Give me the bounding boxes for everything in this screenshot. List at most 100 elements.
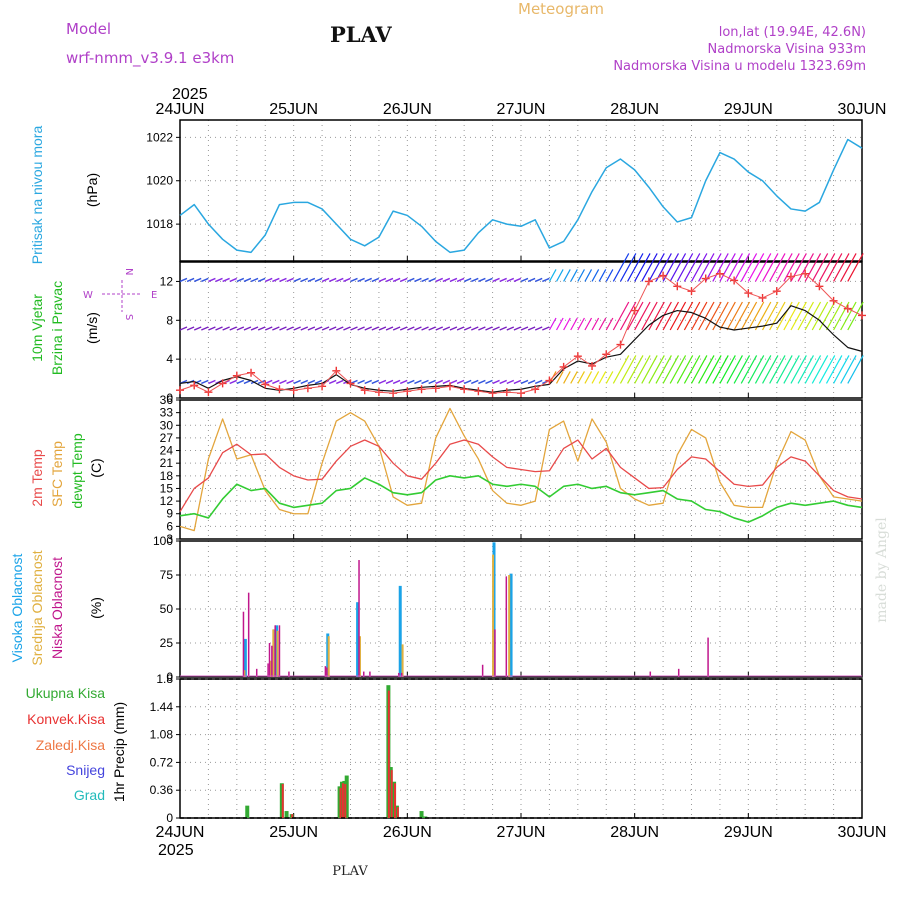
wind-barb (833, 355, 850, 384)
wind-barb (740, 253, 758, 282)
cloud-bar (481, 664, 484, 677)
wind-barb (492, 379, 500, 385)
wind-barb (534, 326, 543, 331)
wind-barb (847, 253, 864, 282)
wind-barb (293, 277, 301, 283)
wind-barb (357, 277, 365, 283)
wind-barb (655, 301, 672, 331)
y-tick-label: 9 (166, 507, 173, 521)
station-title: PLAV (330, 22, 392, 47)
wind-barb (641, 253, 658, 282)
top-date-label: 24JUN (156, 101, 205, 118)
wind-barb (627, 253, 644, 282)
pressure-title: Pritisak na nivou mora (29, 126, 45, 265)
wind-barb (336, 326, 344, 331)
wind-barb (371, 379, 380, 385)
wind-barb (272, 379, 280, 385)
wind-barb (428, 326, 436, 331)
wind-barb (399, 277, 408, 283)
wind-barb (250, 277, 259, 283)
wind-barb (634, 253, 651, 282)
precip-bar (394, 783, 397, 818)
mid-cloud-title: Srednja Oblacnost (29, 550, 45, 665)
precip-title: 1hr Precip (mm) (111, 702, 127, 802)
compass-west: W (83, 290, 93, 301)
wind-barb (257, 326, 266, 331)
wind-barb (257, 277, 266, 283)
precip-bar (339, 787, 342, 818)
cloud-bar (324, 666, 327, 677)
wind-barb (804, 355, 822, 384)
pressure-unit: (hPa) (84, 173, 100, 207)
wind-barb (577, 371, 585, 384)
wind-barb (186, 326, 195, 331)
wind-barb (733, 301, 751, 331)
temp-2m-line (179, 439, 863, 512)
wind-barb (506, 326, 515, 331)
cloud-bar (267, 663, 269, 677)
panel-frame (179, 678, 863, 819)
y-tick-label: 1020 (146, 174, 173, 188)
wind-barb (712, 355, 729, 384)
y-tick-label: 0.36 (150, 783, 174, 797)
y-tick-label: 0 (166, 391, 173, 405)
wind-barb (769, 253, 786, 282)
wind-barb (570, 317, 578, 331)
wind-barb (776, 253, 793, 282)
high-cloud-title: Visoka Oblacnost (9, 554, 25, 663)
wind-barb (797, 355, 814, 384)
cloud-bar (255, 668, 258, 677)
wind-barb (612, 355, 630, 384)
cloud-bars (180, 542, 862, 677)
model-altitude-label: Nadmorska Visina u modelu 1323.69m (613, 59, 866, 74)
cloud-bar (276, 630, 279, 677)
wind-barb (179, 277, 188, 283)
wind-barb (783, 355, 800, 384)
wind-barb (179, 326, 188, 331)
wind-barb (634, 355, 651, 384)
wind-barb (264, 379, 273, 385)
wind-barb (619, 253, 637, 282)
wind-barb (612, 253, 630, 282)
wind-barb (463, 326, 472, 331)
wind-barb (229, 379, 238, 385)
wind-barb (840, 301, 857, 331)
bottom-date-label: 25JUN (269, 824, 318, 841)
wind-barb (584, 317, 593, 331)
cloud-bar (358, 636, 361, 677)
wind-barb (364, 379, 372, 385)
wind-barb (740, 301, 758, 331)
wind-barb (201, 277, 209, 283)
wind-barb (776, 355, 793, 384)
wind-barb (740, 355, 758, 384)
pressure-y-ticks: 1018 1020 1022 (146, 130, 180, 231)
wind-speed-line (179, 305, 863, 393)
wind-barb (563, 269, 571, 282)
wind-barb (236, 277, 245, 283)
meteogram-title: Meteogram (518, 0, 604, 18)
wind-barb (229, 326, 238, 331)
cloud-bar (505, 576, 508, 677)
watermark: made by Angel (874, 517, 890, 623)
wind-barb (548, 269, 557, 282)
wind-barb (840, 253, 857, 282)
wind-barb (264, 326, 273, 331)
cloud-bar (398, 585, 402, 677)
sfc-temp-line (179, 407, 863, 532)
wind-barb (463, 277, 472, 283)
y-tick-label: 15 (160, 481, 174, 495)
wind-barb (421, 379, 429, 385)
lonlat-label: lon,lat (19.94E, 42.6N) (719, 25, 866, 40)
cloud-unit: (%) (88, 597, 104, 619)
wind-barb (378, 326, 387, 331)
wind-barb (272, 277, 280, 283)
cloud-y-ticks: 0 25 50 75 100 (153, 534, 180, 684)
wind-barb (605, 269, 614, 282)
precip-bar (419, 811, 424, 818)
wind-barb (499, 277, 507, 283)
wind-barb (570, 269, 578, 282)
wind-barb (690, 253, 708, 282)
wind-barb (456, 379, 465, 385)
precip-bar (390, 770, 393, 818)
cloud-bar (288, 671, 290, 677)
